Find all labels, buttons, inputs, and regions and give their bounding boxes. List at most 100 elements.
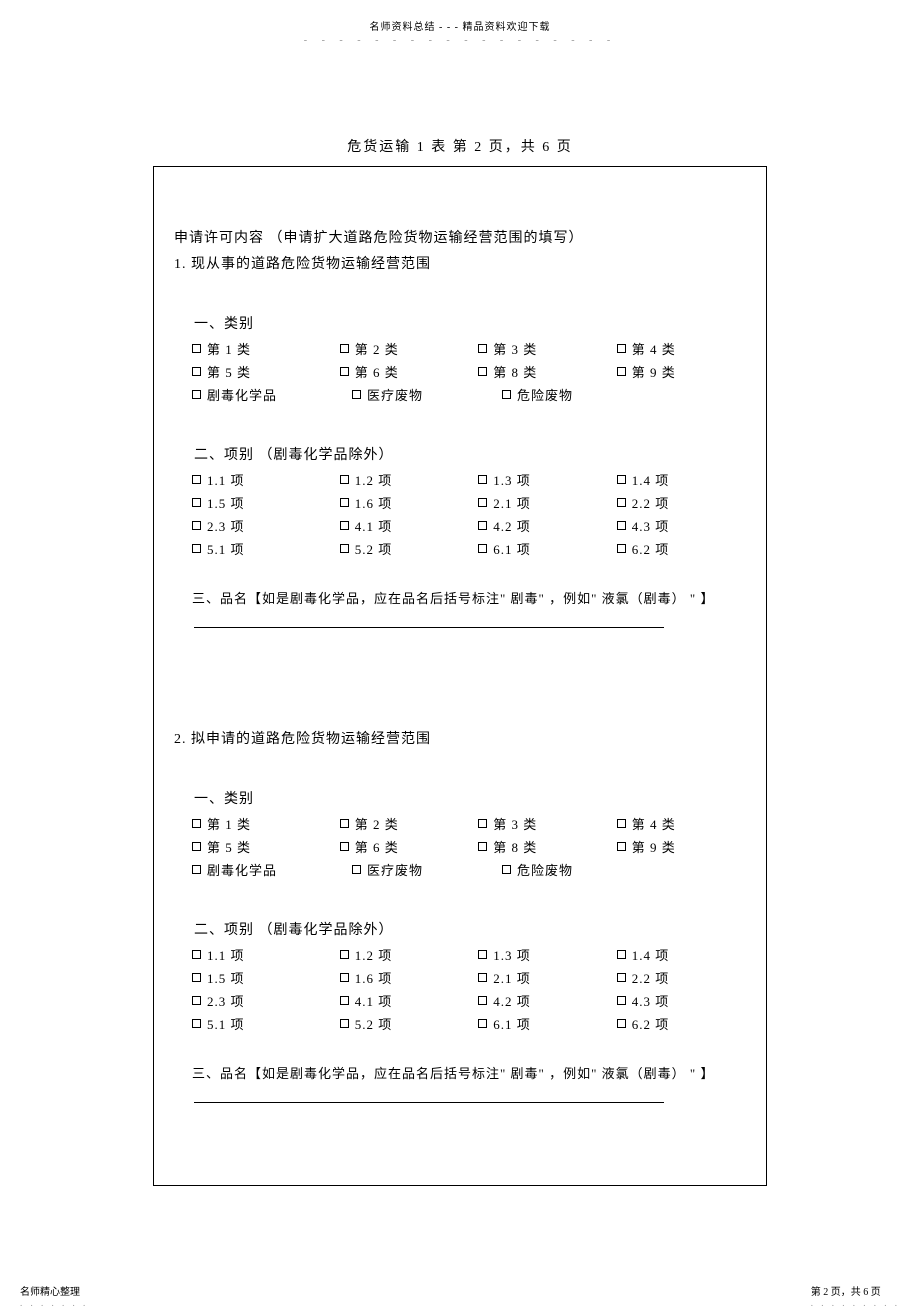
checkbox-item[interactable]: 5.1 项 <box>192 539 340 558</box>
checkbox-item[interactable]: 1.6 项 <box>340 968 479 987</box>
checkbox-label: 剧毒化学品 <box>207 860 277 879</box>
checkbox-icon <box>478 996 487 1005</box>
checkbox-item[interactable]: 第 6 类 <box>340 362 479 381</box>
checkbox-label: 1.2 项 <box>355 945 393 964</box>
checkbox-item[interactable]: 第 2 类 <box>340 339 479 358</box>
section1-sub3: 三、品名【如是剧毒化学品，应在品名后括号标注" 剧毒" ，例如" 液氯（剧毒） … <box>174 588 746 607</box>
checkbox-label: 4.1 项 <box>355 991 393 1010</box>
checkbox-item[interactable]: 医疗废物 <box>352 860 502 879</box>
checkbox-label: 第 6 类 <box>355 837 399 856</box>
checkbox-item[interactable]: 1.2 项 <box>340 945 479 964</box>
item-row: 2.3 项 4.1 项 4.2 项 4.3 项 <box>192 991 746 1010</box>
checkbox-label: 1.1 项 <box>207 470 245 489</box>
checkbox-item[interactable]: 第 9 类 <box>617 837 746 856</box>
checkbox-item[interactable]: 第 1 类 <box>192 814 340 833</box>
checkbox-label: 4.2 项 <box>493 991 531 1010</box>
checkbox-item[interactable]: 医疗废物 <box>352 385 502 404</box>
category-row: 第 5 类 第 6 类 第 8 类 第 9 类 <box>192 837 746 856</box>
item-row: 1.1 项 1.2 项 1.3 项 1.4 项 <box>192 945 746 964</box>
checkbox-item[interactable]: 6.2 项 <box>617 539 746 558</box>
checkbox-item[interactable]: 第 4 类 <box>617 814 746 833</box>
checkbox-item[interactable]: 5.2 项 <box>340 539 479 558</box>
checkbox-item[interactable]: 4.1 项 <box>340 516 479 535</box>
checkbox-label: 1.6 项 <box>355 968 393 987</box>
checkbox-item[interactable]: 危险废物 <box>502 860 652 879</box>
checkbox-icon <box>340 1019 349 1028</box>
checkbox-item[interactable]: 1.2 项 <box>340 470 479 489</box>
checkbox-item[interactable]: 5.2 项 <box>340 1014 479 1033</box>
checkbox-item[interactable]: 剧毒化学品 <box>192 385 352 404</box>
checkbox-item[interactable]: 2.1 项 <box>478 968 617 987</box>
checkbox-icon <box>340 521 349 530</box>
checkbox-item[interactable]: 第 4 类 <box>617 339 746 358</box>
checkbox-item[interactable]: 第 8 类 <box>478 837 617 856</box>
checkbox-label: 6.2 项 <box>632 1014 670 1033</box>
checkbox-icon <box>478 819 487 828</box>
checkbox-item[interactable]: 6.1 项 <box>478 1014 617 1033</box>
checkbox-item[interactable]: 4.3 项 <box>617 991 746 1010</box>
checkbox-item[interactable]: 第 8 类 <box>478 362 617 381</box>
checkbox-item[interactable]: 第 9 类 <box>617 362 746 381</box>
checkbox-label: 医疗废物 <box>367 385 423 404</box>
checkbox-item[interactable]: 2.2 项 <box>617 968 746 987</box>
checkbox-item[interactable]: 1.4 项 <box>617 945 746 964</box>
checkbox-item[interactable]: 5.1 项 <box>192 1014 340 1033</box>
footer-right-text: 第 2 页，共 6 页 <box>811 1283 900 1298</box>
category-row: 第 1 类 第 2 类 第 3 类 第 4 类 <box>192 339 746 358</box>
checkbox-item[interactable]: 1.3 项 <box>478 945 617 964</box>
checkbox-label: 第 1 类 <box>207 339 251 358</box>
checkbox-label: 第 9 类 <box>632 362 676 381</box>
checkbox-item[interactable]: 剧毒化学品 <box>192 860 352 879</box>
checkbox-icon <box>340 819 349 828</box>
checkbox-item[interactable]: 第 5 类 <box>192 362 340 381</box>
checkbox-label: 5.2 项 <box>355 1014 393 1033</box>
checkbox-item[interactable]: 1.5 项 <box>192 493 340 512</box>
checkbox-icon <box>478 973 487 982</box>
checkbox-item[interactable]: 1.1 项 <box>192 945 340 964</box>
checkbox-item[interactable]: 第 3 类 <box>478 814 617 833</box>
checkbox-item[interactable]: 2.3 项 <box>192 516 340 535</box>
checkbox-icon <box>617 1019 626 1028</box>
checkbox-item[interactable]: 第 5 类 <box>192 837 340 856</box>
checkbox-item[interactable]: 1.4 项 <box>617 470 746 489</box>
checkbox-icon <box>502 865 511 874</box>
checkbox-icon <box>340 950 349 959</box>
checkbox-label: 1.5 项 <box>207 493 245 512</box>
checkbox-item[interactable]: 1.3 项 <box>478 470 617 489</box>
item-row: 2.3 项 4.1 项 4.2 项 4.3 项 <box>192 516 746 535</box>
checkbox-item[interactable]: 危险废物 <box>502 385 652 404</box>
checkbox-item[interactable]: 6.2 项 <box>617 1014 746 1033</box>
checkbox-item[interactable]: 第 1 类 <box>192 339 340 358</box>
checkbox-item[interactable]: 1.6 项 <box>340 493 479 512</box>
checkbox-icon <box>617 819 626 828</box>
checkbox-icon <box>192 544 201 553</box>
checkbox-item[interactable]: 第 2 类 <box>340 814 479 833</box>
checkbox-item[interactable]: 6.1 项 <box>478 539 617 558</box>
checkbox-label: 第 2 类 <box>355 339 399 358</box>
checkbox-item[interactable]: 4.3 项 <box>617 516 746 535</box>
checkbox-icon <box>340 842 349 851</box>
checkbox-item[interactable]: 1.5 项 <box>192 968 340 987</box>
checkbox-item[interactable]: 2.2 项 <box>617 493 746 512</box>
checkbox-item[interactable]: 2.1 项 <box>478 493 617 512</box>
checkbox-icon <box>478 521 487 530</box>
section1-categories: 第 1 类 第 2 类 第 3 类 第 4 类 第 5 类 第 6 类 第 8 … <box>174 339 746 404</box>
item-row: 1.5 项 1.6 项 2.1 项 2.2 项 <box>192 968 746 987</box>
checkbox-icon <box>617 950 626 959</box>
checkbox-icon <box>340 367 349 376</box>
checkbox-label: 危险废物 <box>517 860 573 879</box>
checkbox-icon <box>192 950 201 959</box>
checkbox-item[interactable]: 4.1 项 <box>340 991 479 1010</box>
checkbox-icon <box>617 996 626 1005</box>
checkbox-label: 1.1 项 <box>207 945 245 964</box>
checkbox-item[interactable]: 4.2 项 <box>478 516 617 535</box>
checkbox-item[interactable]: 4.2 项 <box>478 991 617 1010</box>
checkbox-item[interactable]: 第 3 类 <box>478 339 617 358</box>
checkbox-item[interactable]: 1.1 项 <box>192 470 340 489</box>
checkbox-label: 第 4 类 <box>632 814 676 833</box>
checkbox-item[interactable]: 第 6 类 <box>340 837 479 856</box>
checkbox-icon <box>340 475 349 484</box>
checkbox-icon <box>617 842 626 851</box>
header-text: 名师资料总结 - - - 精品资料欢迎下载 <box>370 22 551 33</box>
checkbox-item[interactable]: 2.3 项 <box>192 991 340 1010</box>
